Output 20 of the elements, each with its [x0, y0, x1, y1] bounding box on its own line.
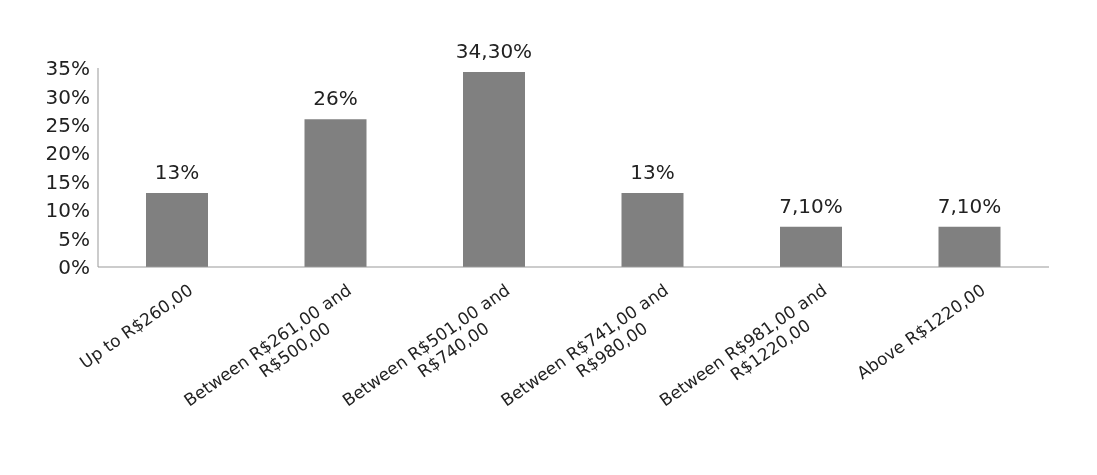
data-label: 13%: [154, 160, 200, 185]
bar: [621, 193, 684, 267]
bar: [780, 226, 842, 267]
data-label: 34,30%: [455, 38, 533, 63]
bar: [146, 193, 208, 267]
data-label: 7,10%: [937, 193, 1002, 218]
bar: [304, 119, 367, 267]
y-tick-label: 35%: [45, 56, 90, 81]
y-tick-label: 30%: [45, 84, 90, 109]
y-tick-label: 0%: [58, 255, 90, 280]
bar: [938, 226, 1001, 267]
data-label: 26%: [313, 86, 358, 111]
y-tick-label: 20%: [45, 141, 90, 166]
data-label: 13%: [630, 160, 675, 185]
y-tick-label: 5%: [58, 226, 90, 251]
data-label: 7,10%: [779, 193, 843, 218]
y-tick-label: 10%: [45, 198, 90, 223]
y-tick-label: 15%: [45, 169, 90, 194]
y-tick-label: 25%: [45, 112, 90, 137]
bar: [463, 71, 525, 267]
